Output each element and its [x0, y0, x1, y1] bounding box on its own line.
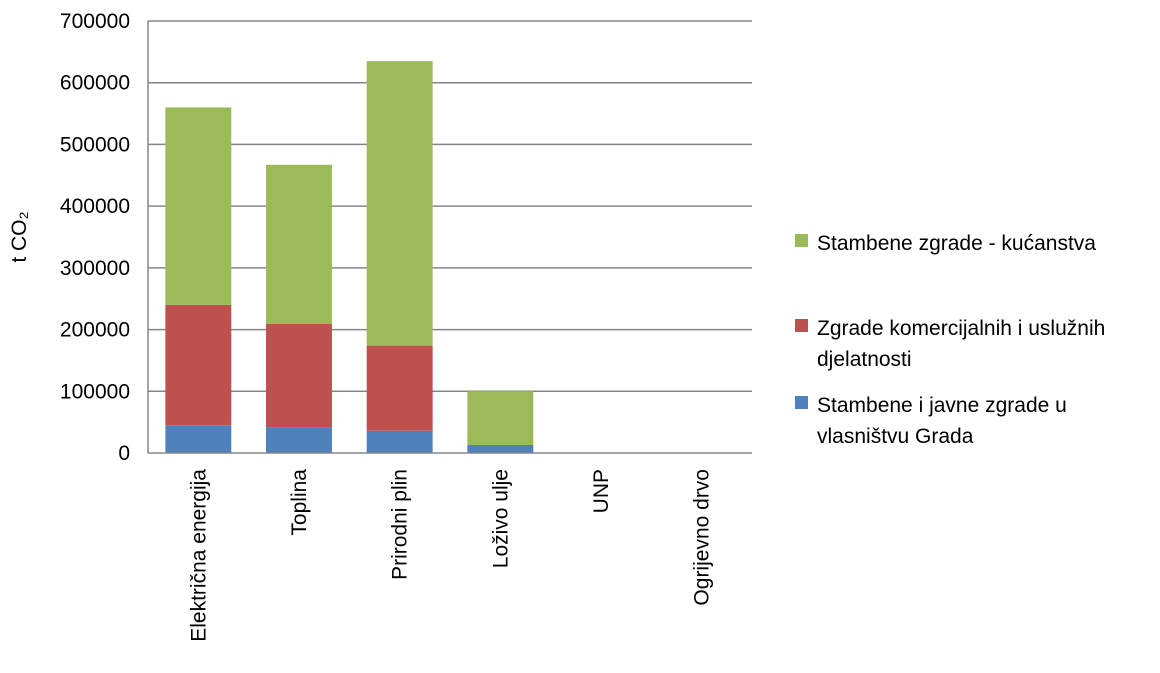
bar-segment: [366, 430, 433, 453]
y-tick-label: 0: [118, 442, 130, 465]
legend-swatch: [795, 319, 808, 332]
gridlines: [148, 20, 752, 393]
legend-item: Stambene i javne zgrade u vlasništvu Gra…: [795, 390, 1147, 452]
x-tick-label: Prirodni plin: [389, 469, 412, 580]
y-tick-label: 400000: [60, 195, 130, 218]
bar-segment: [165, 107, 232, 305]
y-tick-label: 300000: [60, 257, 130, 280]
bar-segment: [266, 324, 332, 428]
legend-item: Stambene zgrade - kućanstva: [795, 228, 1147, 259]
x-tick-labels: Električna energija Toplina Prirodni plin L…: [187, 469, 713, 642]
y-axis-label: t CO₂: [8, 211, 31, 262]
y-tick-label: 200000: [60, 319, 130, 342]
bar-segment: [165, 425, 232, 453]
bar-segment: [266, 427, 332, 453]
legend-label: Zgrade komercijalnih i uslužnih djelatno…: [817, 317, 1106, 371]
y-tick-label: 600000: [60, 72, 130, 95]
legend-label: Stambene i javne zgrade u vlasništvu Gra…: [817, 394, 1067, 448]
x-tick-label: Toplina: [288, 469, 311, 536]
y-tick-labels: 0 100000 200000 300000 400000 500000 600000 700…: [60, 10, 130, 465]
x-tick-label: UNP: [590, 469, 613, 513]
legend-swatch: [795, 396, 808, 409]
legend-item: Zgrade komercijalnih i uslužnih djelatno…: [795, 313, 1147, 375]
bar-segment: [467, 444, 534, 453]
x-tick-label: Ogrijevno drvo: [691, 469, 714, 606]
bar-segment: [266, 164, 332, 325]
bars: [165, 61, 534, 453]
bar-segment: [467, 391, 534, 445]
y-tick-label: 500000: [60, 133, 130, 156]
y-tick-label: 700000: [60, 10, 130, 33]
legend-swatch: [795, 234, 808, 247]
bar-segment: [366, 61, 433, 346]
bar-segment: [366, 345, 433, 431]
bar-segment: [165, 304, 232, 426]
y-tick-label: 100000: [60, 380, 130, 403]
x-tick-label: Loživo ulje: [489, 469, 512, 568]
x-tick-label: Električna energija: [187, 469, 210, 642]
legend-label: Stambene zgrade - kućanstva: [817, 232, 1096, 255]
